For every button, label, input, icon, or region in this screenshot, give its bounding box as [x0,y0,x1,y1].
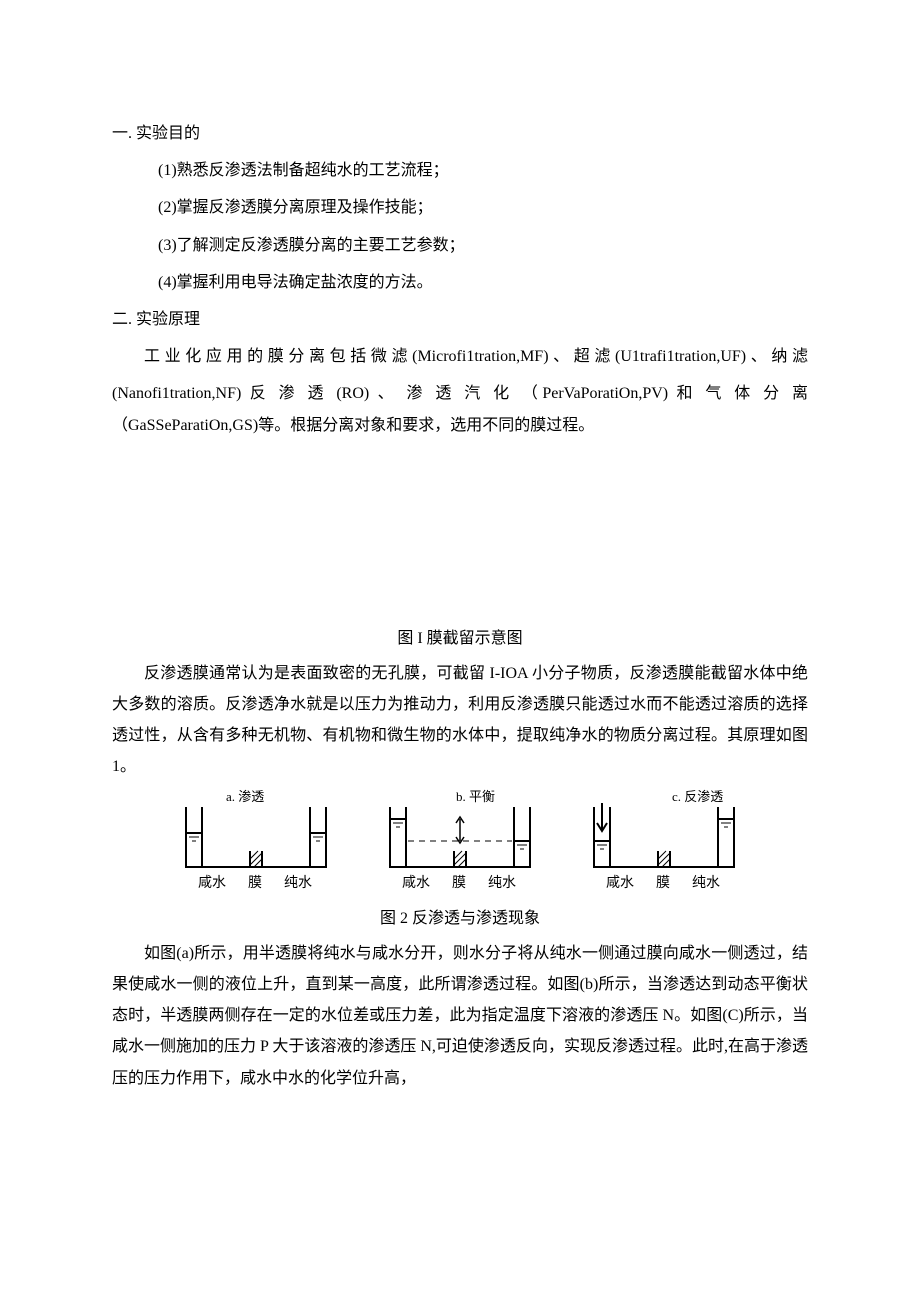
diagram-c-title: c. 反渗透 [672,789,723,804]
diagram-a-pure-label: 纯水 [284,875,312,891]
paragraph-3: 如图(a)所示，用半透膜将纯水与咸水分开，则水分子将从纯水一侧通过膜向咸水一侧透… [112,938,808,1094]
section-1-heading: 一. 实验目的 [112,118,808,149]
diagram-c-pure-label: 纯水 [692,875,720,891]
figure-2-diagrams: a. 渗透 咸水 膜 纯水 b. 平衡 [112,789,808,899]
paragraph-1: 工业化应用的膜分离包括微滤(Microfi1tration,MF)、超滤(U1t… [112,341,808,441]
para-1-line-2: (Nanofi1tration,NF) 反 渗 透 (RO) 、 渗 透 汽 化… [112,378,808,409]
diagram-c-salt-label: 咸水 [606,875,634,891]
diagram-a-salt-label: 咸水 [198,875,226,891]
height-arrow [456,817,464,843]
figure-1-caption: 图 I 膜截留示意图 [112,623,808,654]
list-item-1: (1)熟悉反渗透法制备超纯水的工艺流程； [112,155,808,186]
figure-2-caption: 图 2 反渗透与渗透现象 [112,903,808,934]
para-1-line-1: 工业化应用的膜分离包括微滤(Microfi1tration,MF)、超滤(U1t… [112,341,808,372]
pressure-arrow [597,803,607,831]
diagram-c-membrane-label: 膜 [656,875,670,891]
list-item-4: (4)掌握利用电导法确定盐浓度的方法。 [112,267,808,298]
diagram-b-pure-label: 纯水 [488,875,516,891]
diagram-a-membrane-label: 膜 [248,875,262,891]
paragraph-2: 反渗透膜通常认为是表面致密的无孔膜，可截留 I-IOA 小分子物质，反渗透膜能截… [112,658,808,783]
water-level-left-b [390,819,406,827]
diagram-b-salt-label: 咸水 [402,875,430,891]
figure-1-placeholder [112,441,808,619]
diagram-a-title: a. 渗透 [226,789,264,804]
para-1-line-3: （GaSSeParatiOn,GS)等。根据分离对象和要求，选用不同的膜过程。 [112,410,808,441]
diagram-b-membrane-label: 膜 [452,875,466,891]
diagram-b-title: b. 平衡 [456,789,495,804]
diagram-b-equilibrium: b. 平衡 咸水 膜 纯水 [370,789,550,899]
water-level-right-a [310,833,326,841]
diagram-a-osmosis: a. 渗透 咸水 膜 纯水 [166,789,346,899]
list-item-3: (3)了解测定反渗透膜分离的主要工艺参数； [112,230,808,261]
water-level-right-c [718,819,734,827]
water-level-left-a [186,833,202,841]
list-item-2: (2)掌握反渗透膜分离原理及操作技能； [112,192,808,223]
water-level-right-b [514,841,530,849]
section-2-heading: 二. 实验原理 [112,304,808,335]
water-level-left-c [594,841,610,849]
diagram-c-reverse-osmosis: c. 反渗透 咸水 膜 纯水 [574,789,754,899]
